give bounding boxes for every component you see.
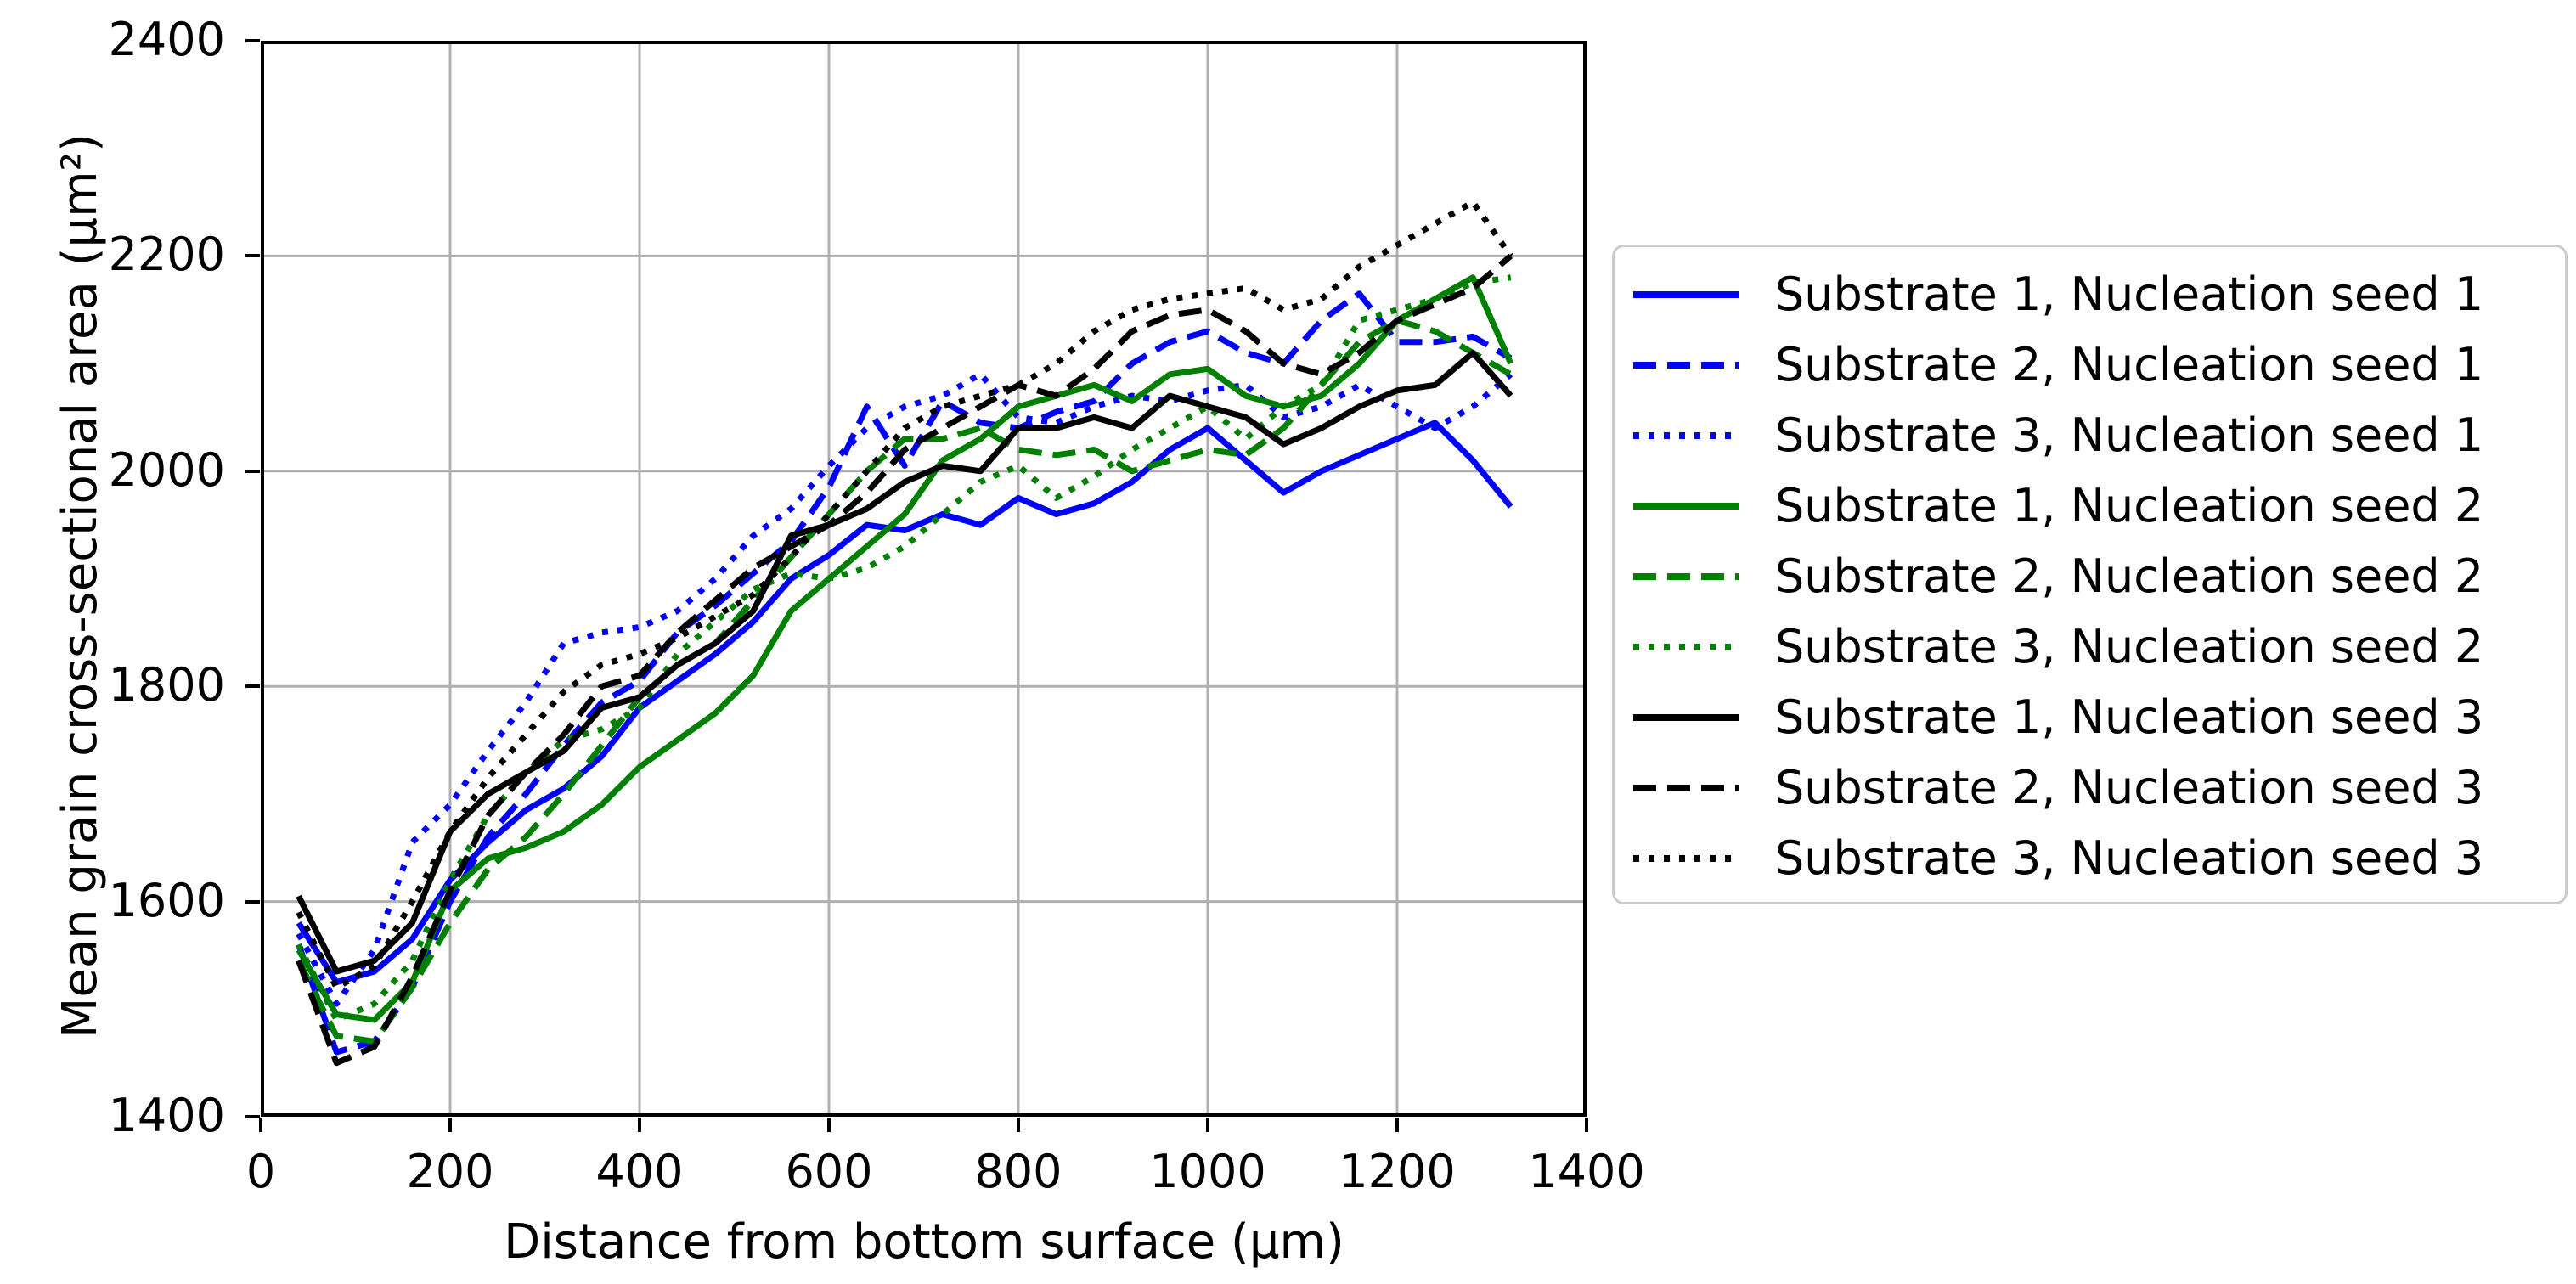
y-tick-label: 2400	[108, 13, 225, 66]
legend-item-label: Substrate 3, Nucleation seed 1	[1775, 408, 2484, 462]
legend-item-label: Substrate 2, Nucleation seed 2	[1775, 549, 2484, 603]
legend-line-sample-dotted	[1633, 643, 1739, 650]
y-tick-mark	[245, 900, 260, 904]
x-tick-label: 800	[974, 1145, 1063, 1198]
legend: Substrate 1, Nucleation seed 1 Substrate …	[1612, 245, 2568, 904]
series-line-8	[296, 253, 1513, 1067]
legend-line-sample-dotted	[1633, 431, 1739, 439]
legend-line-sample-solid	[1633, 502, 1739, 510]
series-line-9	[296, 199, 1513, 991]
x-tick-label: 1400	[1528, 1145, 1645, 1198]
legend-item-label: Substrate 3, Nucleation seed 2	[1775, 619, 2484, 673]
legend-item: Substrate 3, Nucleation seed 3	[1633, 823, 2565, 893]
legend-line-sample-dotted	[1633, 854, 1739, 862]
x-tick-label: 0	[245, 1145, 276, 1198]
legend-line-sample-dashed	[1633, 784, 1739, 791]
series-line-7	[296, 349, 1513, 975]
y-tick-mark	[245, 1115, 260, 1118]
series-line-1	[296, 420, 1513, 986]
y-tick-label: 1800	[108, 658, 225, 712]
legend-item: Substrate 1, Nucleation seed 3	[1633, 682, 2565, 752]
x-tick-label: 1000	[1149, 1145, 1266, 1198]
x-tick-label: 200	[406, 1145, 494, 1198]
legend-line-sample-solid	[1633, 290, 1739, 298]
x-tick-mark	[638, 1118, 641, 1132]
x-tick-mark	[1585, 1118, 1588, 1132]
x-tick-mark	[448, 1118, 452, 1132]
series-line-5	[296, 317, 1513, 1045]
x-tick-mark	[1017, 1118, 1020, 1132]
x-axis-title: Distance from bottom surface (μm)	[504, 1214, 1344, 1270]
x-tick-mark	[1395, 1118, 1399, 1132]
series-line-6	[296, 274, 1512, 1023]
legend-item: Substrate 1, Nucleation seed 2	[1633, 470, 2565, 541]
legend-item-label: Substrate 1, Nucleation seed 2	[1775, 478, 2484, 532]
y-tick-mark	[245, 254, 260, 257]
y-tick-label: 1600	[108, 874, 225, 927]
legend-item: Substrate 2, Nucleation seed 2	[1633, 541, 2565, 611]
series-line-2	[296, 290, 1513, 1056]
x-tick-label: 1200	[1339, 1145, 1456, 1198]
legend-line-sample-dashed	[1633, 361, 1739, 369]
legend-line-sample-solid	[1633, 713, 1739, 721]
legend-item-label: Substrate 1, Nucleation seed 3	[1775, 690, 2484, 744]
legend-line-sample-dashed	[1633, 572, 1739, 580]
legend-item-label: Substrate 2, Nucleation seed 3	[1775, 760, 2484, 814]
legend-item: Substrate 3, Nucleation seed 1	[1633, 400, 2565, 470]
legend-item: Substrate 2, Nucleation seed 3	[1633, 752, 2565, 823]
y-tick-mark	[245, 39, 260, 42]
legend-item-label: Substrate 2, Nucleation seed 1	[1775, 337, 2484, 391]
y-tick-label: 2200	[108, 228, 225, 281]
x-tick-mark	[259, 1118, 262, 1132]
y-tick-label: 2000	[108, 443, 225, 497]
x-tick-mark	[1206, 1118, 1209, 1132]
series-line-4	[296, 274, 1514, 1023]
y-tick-mark	[245, 684, 260, 688]
x-tick-mark	[827, 1118, 831, 1132]
plot-spines	[261, 41, 1587, 1117]
x-tick-label: 400	[595, 1145, 684, 1198]
legend-item-label: Substrate 3, Nucleation seed 3	[1775, 831, 2484, 885]
plot-area	[261, 41, 1587, 1117]
x-tick-label: 600	[785, 1145, 873, 1198]
y-tick-mark	[245, 470, 260, 473]
legend-item-label: Substrate 1, Nucleation seed 1	[1775, 267, 2484, 321]
series-line-3	[296, 371, 1513, 1007]
legend-item: Substrate 3, Nucleation seed 2	[1633, 611, 2565, 682]
chart-svg	[261, 41, 1587, 1117]
y-tick-label: 1400	[108, 1089, 225, 1142]
legend-item: Substrate 2, Nucleation seed 1	[1633, 329, 2565, 400]
legend-item: Substrate 1, Nucleation seed 1	[1633, 259, 2565, 329]
